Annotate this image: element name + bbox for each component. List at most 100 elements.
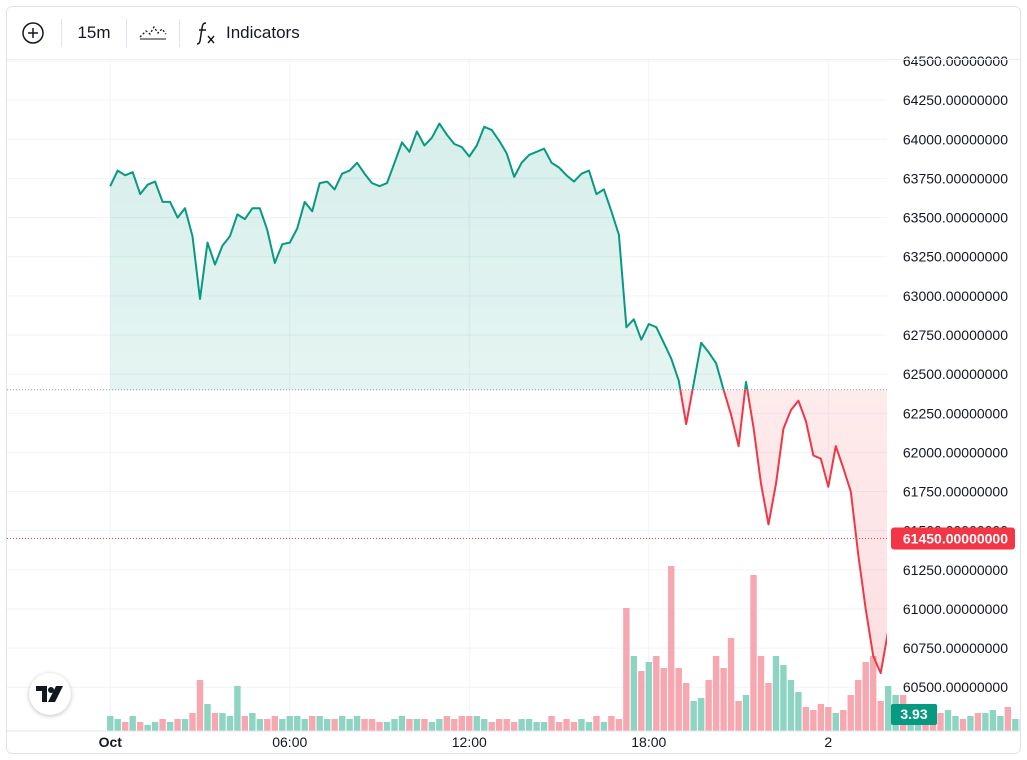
volume-bar — [780, 665, 787, 731]
plus-circle-icon — [22, 22, 44, 44]
interval-label: 15m — [77, 23, 111, 42]
volume-bar — [615, 719, 623, 731]
x-axis-tick-label: 06:00 — [272, 734, 307, 750]
volume-bar — [683, 683, 690, 731]
volume-bar — [346, 719, 353, 731]
volume-bar — [421, 719, 428, 731]
volume-bar — [802, 707, 810, 731]
volume-bar — [817, 704, 825, 731]
volume-bar — [593, 716, 600, 731]
toolbar-separator — [61, 19, 62, 47]
volume-bar — [301, 719, 308, 731]
volume-bar — [533, 722, 540, 731]
volume-bar — [443, 716, 451, 731]
volume-bar — [166, 722, 174, 731]
volume-bar — [331, 719, 338, 731]
volume-bar — [675, 668, 682, 731]
volume-bar — [585, 722, 593, 731]
x-axis-tick-label: 2 — [824, 734, 832, 750]
volume-bar — [451, 719, 458, 731]
volume-bar — [974, 713, 982, 731]
volume-bar — [406, 719, 413, 731]
volume-bar — [944, 710, 952, 731]
volume-bar — [309, 716, 316, 731]
volume-bar — [720, 668, 727, 731]
add-symbol-button[interactable] — [13, 14, 53, 52]
area-fill-above-baseline — [110, 123, 748, 390]
volume-bar — [608, 716, 615, 731]
volume-bar — [862, 662, 869, 731]
last-price-label-bg — [891, 527, 1015, 550]
volume-bar — [810, 710, 817, 731]
volume-bar — [234, 686, 241, 731]
volume-bar — [712, 656, 720, 731]
price-line-below-baseline — [679, 389, 887, 675]
area-fill-below-baseline — [110, 389, 887, 674]
price-chart[interactable]: 64500.00000000 64250.00000000 64000.000000… — [7, 7, 1021, 754]
y-axis-tick-label: 60500.00000000 — [903, 679, 1008, 695]
indicators-button[interactable]: Indicators — [180, 14, 312, 52]
volume-bar — [959, 719, 967, 731]
x-axis-tick-label: 18:00 — [631, 734, 666, 750]
volume-bar — [151, 722, 159, 731]
volume-bar — [967, 716, 974, 731]
volume-bar — [466, 716, 473, 731]
interval-button[interactable]: 15m — [62, 14, 126, 52]
volume-bar — [398, 716, 406, 731]
volume-bar — [832, 713, 839, 731]
volume-bar — [540, 722, 548, 731]
volume-bar — [877, 701, 884, 731]
tradingview-logo[interactable] — [29, 673, 71, 715]
y-axis-tick-label: 62000.00000000 — [903, 444, 1008, 460]
volume-bar — [279, 719, 286, 731]
volume-bar — [795, 692, 802, 731]
y-axis-tick-label: 62250.00000000 — [903, 405, 1008, 421]
volume-bar — [368, 719, 376, 731]
volume-label-bg — [891, 704, 937, 725]
volume-bar — [241, 716, 249, 731]
y-axis-tick-label: 63500.00000000 — [903, 210, 1008, 226]
volume-bar — [735, 701, 742, 731]
volume-bar — [645, 662, 652, 731]
volume-bar — [129, 716, 136, 731]
volume-bar — [653, 656, 660, 731]
volume-bar — [1004, 707, 1012, 731]
volume-bar — [982, 713, 989, 731]
volume-bar — [473, 716, 480, 731]
volume-bar — [122, 722, 129, 731]
volume-bar — [884, 686, 892, 731]
volume-bar — [488, 722, 495, 731]
volume-bar — [114, 719, 121, 731]
y-axis-tick-label: 63000.00000000 — [903, 288, 1008, 304]
line-chart-style-icon — [139, 25, 167, 40]
volume-bar — [757, 656, 765, 731]
volume-bar — [271, 716, 278, 731]
chart-style-button[interactable] — [127, 14, 179, 52]
volume-bar — [107, 716, 114, 731]
volume-bar — [989, 710, 997, 731]
volume-bar — [428, 722, 436, 731]
y-axis-tick-label: 62500.00000000 — [903, 366, 1008, 382]
volume-bar — [249, 713, 256, 731]
volume-bar — [189, 713, 196, 731]
volume-bar — [436, 719, 443, 731]
volume-bar — [555, 722, 563, 731]
y-axis-tick-label: 61000.00000000 — [903, 601, 1008, 617]
volume-bar — [361, 719, 368, 731]
volume-bar — [705, 680, 712, 731]
y-axis-tick-label: 64500.00000000 — [903, 53, 1008, 69]
toolbar-separator — [179, 19, 180, 47]
volume-bar — [855, 680, 862, 731]
volume-bar — [264, 719, 271, 731]
volume-bar — [510, 722, 518, 731]
volume-bar — [353, 716, 361, 731]
chart-toolbar: 15m Indicators — [7, 7, 1020, 60]
volume-bar — [323, 719, 331, 731]
volume-bar — [1019, 719, 1020, 731]
volume-bar — [660, 668, 667, 731]
indicators-label: Indicators — [226, 23, 300, 42]
tradingview-logo-icon — [36, 686, 63, 702]
volume-bar — [226, 716, 234, 731]
volume-bar — [600, 722, 608, 731]
volume-bar — [159, 719, 166, 731]
